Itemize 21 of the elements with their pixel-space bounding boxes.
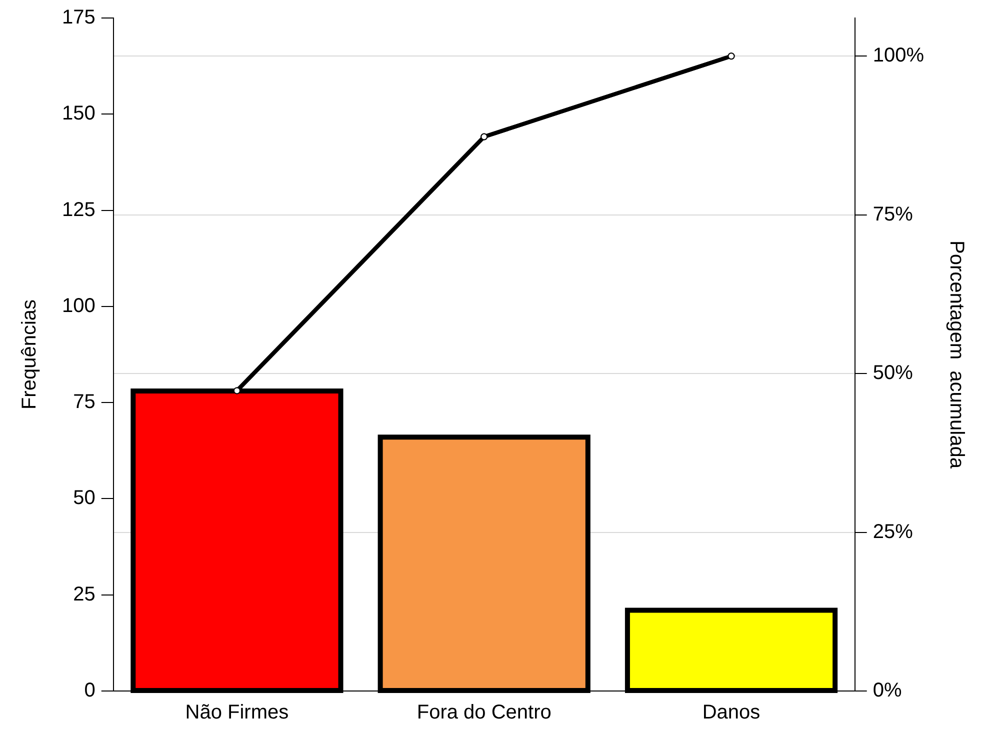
- y-tick-label: 50: [73, 487, 96, 510]
- x-tick-label: Danos: [702, 702, 760, 724]
- point: [480, 133, 488, 140]
- y-tick-label: 25: [73, 583, 96, 606]
- y-tick-label: 100: [62, 294, 96, 317]
- y-tick-label: 125: [62, 198, 96, 221]
- y-axis-title: Frequências: [18, 299, 41, 410]
- y2-tick-label: 50%: [872, 362, 914, 384]
- x-tick-label: Não Firmes: [185, 702, 289, 724]
- y-tick-label: 75: [73, 391, 96, 414]
- point: [728, 52, 735, 60]
- y-tick-label: 150: [62, 102, 96, 125]
- y-tick-label: 0: [84, 680, 96, 702]
- y2-tick-label: 0%: [872, 680, 902, 702]
- y2-tick-label: 25%: [872, 520, 914, 543]
- point: [233, 387, 240, 394]
- x-tick-label: Fora do Centro: [416, 702, 552, 724]
- y2-tick-label: 100%: [872, 44, 924, 67]
- y2-tick-label: 75%: [872, 203, 914, 226]
- y-tick-label: 175: [62, 6, 96, 29]
- y2-axis-title: Porcentagem acumulada: [945, 240, 968, 470]
